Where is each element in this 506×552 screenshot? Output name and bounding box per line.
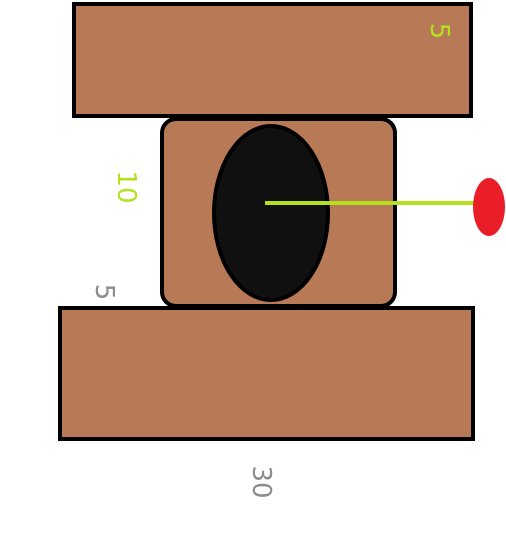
black-ellipse bbox=[212, 124, 330, 302]
red-oval bbox=[473, 178, 505, 236]
middle-dimension-label: 10 bbox=[111, 170, 141, 203]
top-block bbox=[72, 2, 473, 118]
gap-dimension-label: 5 bbox=[89, 284, 119, 301]
bottom-block bbox=[58, 306, 475, 441]
top-dimension-label: 5 bbox=[424, 23, 454, 40]
bottom-dimension-label: 30 bbox=[246, 465, 276, 498]
